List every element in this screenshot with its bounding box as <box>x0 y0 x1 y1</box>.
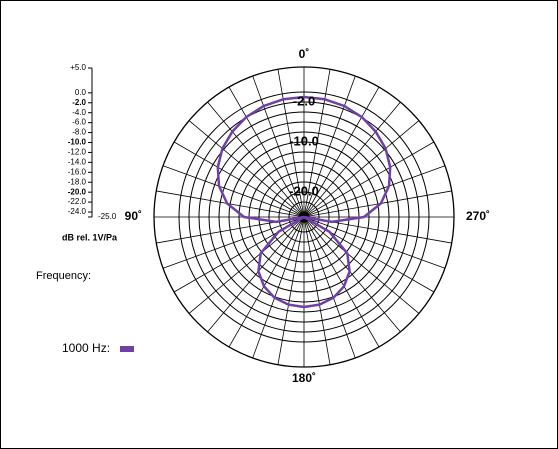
legend-title: Frequency: <box>36 270 91 282</box>
angle-label: 90˚ <box>125 209 142 223</box>
spoke <box>207 216 305 333</box>
spoke <box>207 101 305 218</box>
spoke <box>303 190 452 218</box>
spoke <box>252 216 305 359</box>
angle-label: 0˚ <box>299 47 310 61</box>
spoke <box>303 101 401 218</box>
scale-label: -18.0 <box>68 177 87 186</box>
spoke <box>156 190 305 218</box>
spoke <box>303 216 356 359</box>
spoke <box>162 165 305 218</box>
spoke <box>303 216 401 333</box>
scale-label: -25.0 <box>98 212 117 221</box>
scale-label: -6.0 <box>72 118 86 127</box>
scale-label: -20.0 <box>68 187 87 196</box>
scale-label: -14.0 <box>68 157 87 166</box>
scale-label: -4.0 <box>72 108 86 117</box>
pattern-line <box>216 95 392 309</box>
scale-label: -12.0 <box>68 148 87 157</box>
spoke <box>303 216 331 365</box>
spoke <box>173 141 305 218</box>
spoke <box>252 75 305 218</box>
ring-label: -2.0 <box>293 93 315 108</box>
scale-label: +5.0 <box>70 63 86 72</box>
spoke <box>303 216 380 348</box>
scale-label: -8.0 <box>72 128 86 137</box>
spoke <box>188 120 305 218</box>
scale-label: 0.0 <box>75 88 87 97</box>
scale-label: -16.0 <box>68 167 87 176</box>
spoke <box>188 216 305 314</box>
spoke <box>277 216 305 365</box>
legend-swatch <box>120 346 134 352</box>
spoke <box>228 86 305 218</box>
scale-label: -24.0 <box>68 207 87 216</box>
spoke <box>303 141 435 218</box>
scale-label: -10.0 <box>68 138 87 147</box>
angle-label: 180˚ <box>292 371 316 385</box>
spoke <box>303 69 331 218</box>
spoke <box>303 216 446 269</box>
spoke <box>303 120 420 218</box>
scale-label: -22.0 <box>68 197 87 206</box>
spoke <box>303 86 380 218</box>
ring-label: -20.0 <box>289 183 319 198</box>
angle-label: 270˚ <box>466 209 490 223</box>
spoke <box>228 216 305 348</box>
spoke <box>303 216 420 314</box>
spoke <box>277 69 305 218</box>
radial-axis-label: dB rel. 1V/Pa <box>62 232 118 242</box>
spoke <box>303 75 356 218</box>
scale-label: -2.0 <box>72 98 86 107</box>
spoke <box>162 216 305 269</box>
spoke <box>303 165 446 218</box>
legend-label: 1000 Hz: <box>62 341 110 355</box>
ring-label: -10.0 <box>289 133 319 148</box>
